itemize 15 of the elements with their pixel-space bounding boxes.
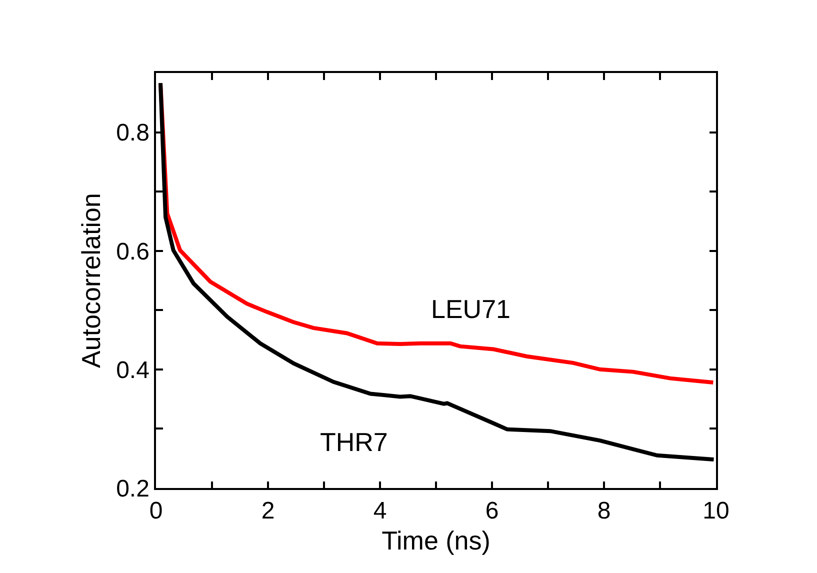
y-tick-label: 0.8 — [116, 120, 150, 147]
x-tick-label: 4 — [373, 498, 387, 525]
x-tick-label: 6 — [485, 498, 499, 525]
x-tick-label: 8 — [597, 498, 611, 525]
x-tick-label: 10 — [702, 498, 730, 525]
x-tick-label: 0 — [149, 498, 163, 525]
line-series — [158, 81, 716, 462]
y-tick-label: 0.2 — [116, 475, 150, 502]
x-tick-label: 2 — [261, 498, 275, 525]
series-label: LEU71 — [431, 294, 510, 324]
y-axis-title: Autocorrelation — [76, 193, 106, 368]
y-tick-label: 0.4 — [116, 356, 150, 384]
x-axis-title: Time (ns) — [382, 526, 490, 556]
series-label: THR7 — [320, 427, 388, 457]
y-tick-label: 0.6 — [116, 238, 150, 266]
